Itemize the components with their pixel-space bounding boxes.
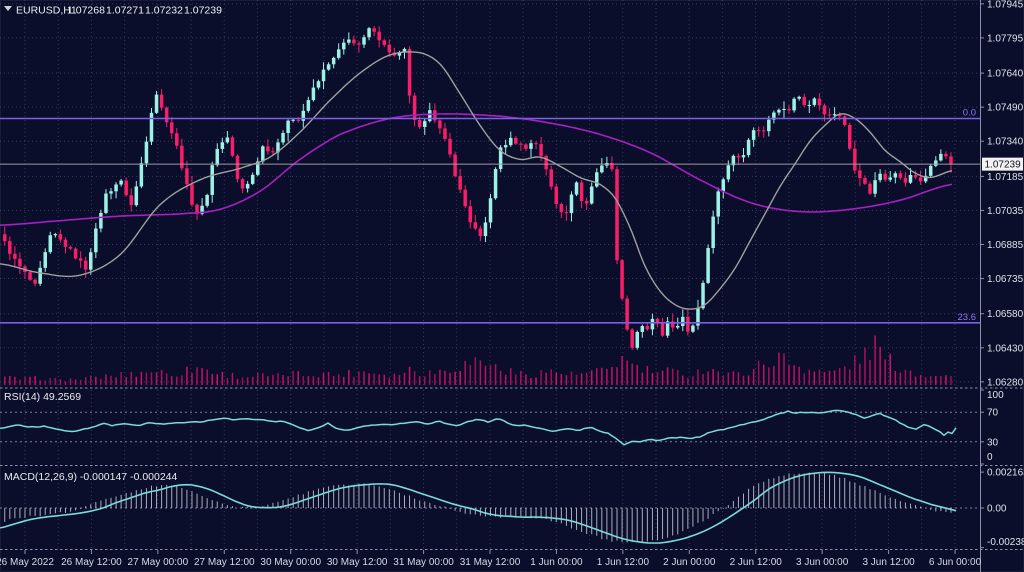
volume-layer <box>4 335 952 385</box>
price-tick-label: 1.06280 <box>987 377 1024 388</box>
rsi-pane[interactable] <box>0 409 957 446</box>
fib-level-label: 0.0 <box>963 108 976 119</box>
time-tick-label: 2 Jun 00:00 <box>663 557 716 568</box>
quote-high: 1.07271 <box>106 5 144 17</box>
rsi-line <box>0 409 957 446</box>
rsi-level-label: 70 <box>987 408 999 419</box>
current-price-box <box>982 157 1023 171</box>
price-tick-label: 1.06885 <box>987 240 1024 251</box>
macd-signal-line <box>0 471 957 544</box>
price-tick-label: 1.06430 <box>987 343 1024 354</box>
time-tick-label: 1 Jun 12:00 <box>597 557 650 568</box>
macd-pane[interactable] <box>0 471 957 544</box>
time-tick-label: 3 Jun 00:00 <box>796 557 849 568</box>
fibonacci-layer[interactable]: 0.0 23.6 <box>0 108 980 324</box>
fib-level-label: 23.6 <box>958 312 977 323</box>
price-tick-label: 1.07640 <box>987 69 1024 80</box>
price-tick-label: 1.07035 <box>987 206 1024 217</box>
current-price-label: 1.07239 <box>985 160 1022 171</box>
price-tick-label: 1.06580 <box>987 309 1024 320</box>
symbol-dropdown-icon[interactable] <box>4 6 12 11</box>
symbol-title: EURUSD,H1 <box>16 5 77 17</box>
price-tick-label: 1.07945 <box>987 0 1024 10</box>
price-tick-label: 1.07185 <box>987 172 1024 183</box>
time-tick-label: 2 Jun 12:00 <box>730 557 783 568</box>
macd-indicator-label: MACD(12,26,9) -0.000147 -0.000244 <box>4 471 178 483</box>
grid-layer <box>0 0 980 548</box>
time-tick-label: 3 Jun 12:00 <box>862 557 915 568</box>
quote-open: 1.07268 <box>67 5 105 17</box>
time-tick-label: 30 May 00:00 <box>260 557 321 568</box>
macd-scale-label: -0.002387 <box>987 537 1024 548</box>
time-tick-label: 31 May 12:00 <box>460 557 521 568</box>
macd-scale-label: 0.002163 <box>987 468 1024 479</box>
moving-averages-layer <box>0 51 953 310</box>
time-tick-label: 27 May 12:00 <box>194 557 255 568</box>
time-tick-label: 1 Jun 00:00 <box>530 557 583 568</box>
price-tick-label: 1.07340 <box>987 137 1024 148</box>
time-tick-label: 6 Jun 00:00 <box>929 557 982 568</box>
rsi-indicator-label: RSI(14) 49.2569 <box>4 391 81 403</box>
time-tick-label: 27 May 00:00 <box>128 557 189 568</box>
quote-close: 1.07239 <box>184 5 222 17</box>
rsi-level-label: 30 <box>987 437 999 448</box>
rsi-level-label: 100 <box>987 390 1004 401</box>
time-tick-label: 26 May 12:00 <box>61 557 122 568</box>
macd-scale-label: 0.00 <box>987 504 1007 515</box>
time-tick-label: 30 May 12:00 <box>327 557 388 568</box>
candles-layer <box>3 26 953 350</box>
rsi-level-label: 0 <box>987 452 993 463</box>
price-tick-label: 1.07795 <box>987 33 1024 44</box>
quote-low: 1.07232 <box>145 5 183 17</box>
time-tick-label: 31 May 00:00 <box>393 557 454 568</box>
time-tick-label: 26 May 2022 <box>0 557 54 568</box>
price-tick-label: 1.07490 <box>987 103 1024 114</box>
price-tick-label: 1.06735 <box>987 274 1024 285</box>
